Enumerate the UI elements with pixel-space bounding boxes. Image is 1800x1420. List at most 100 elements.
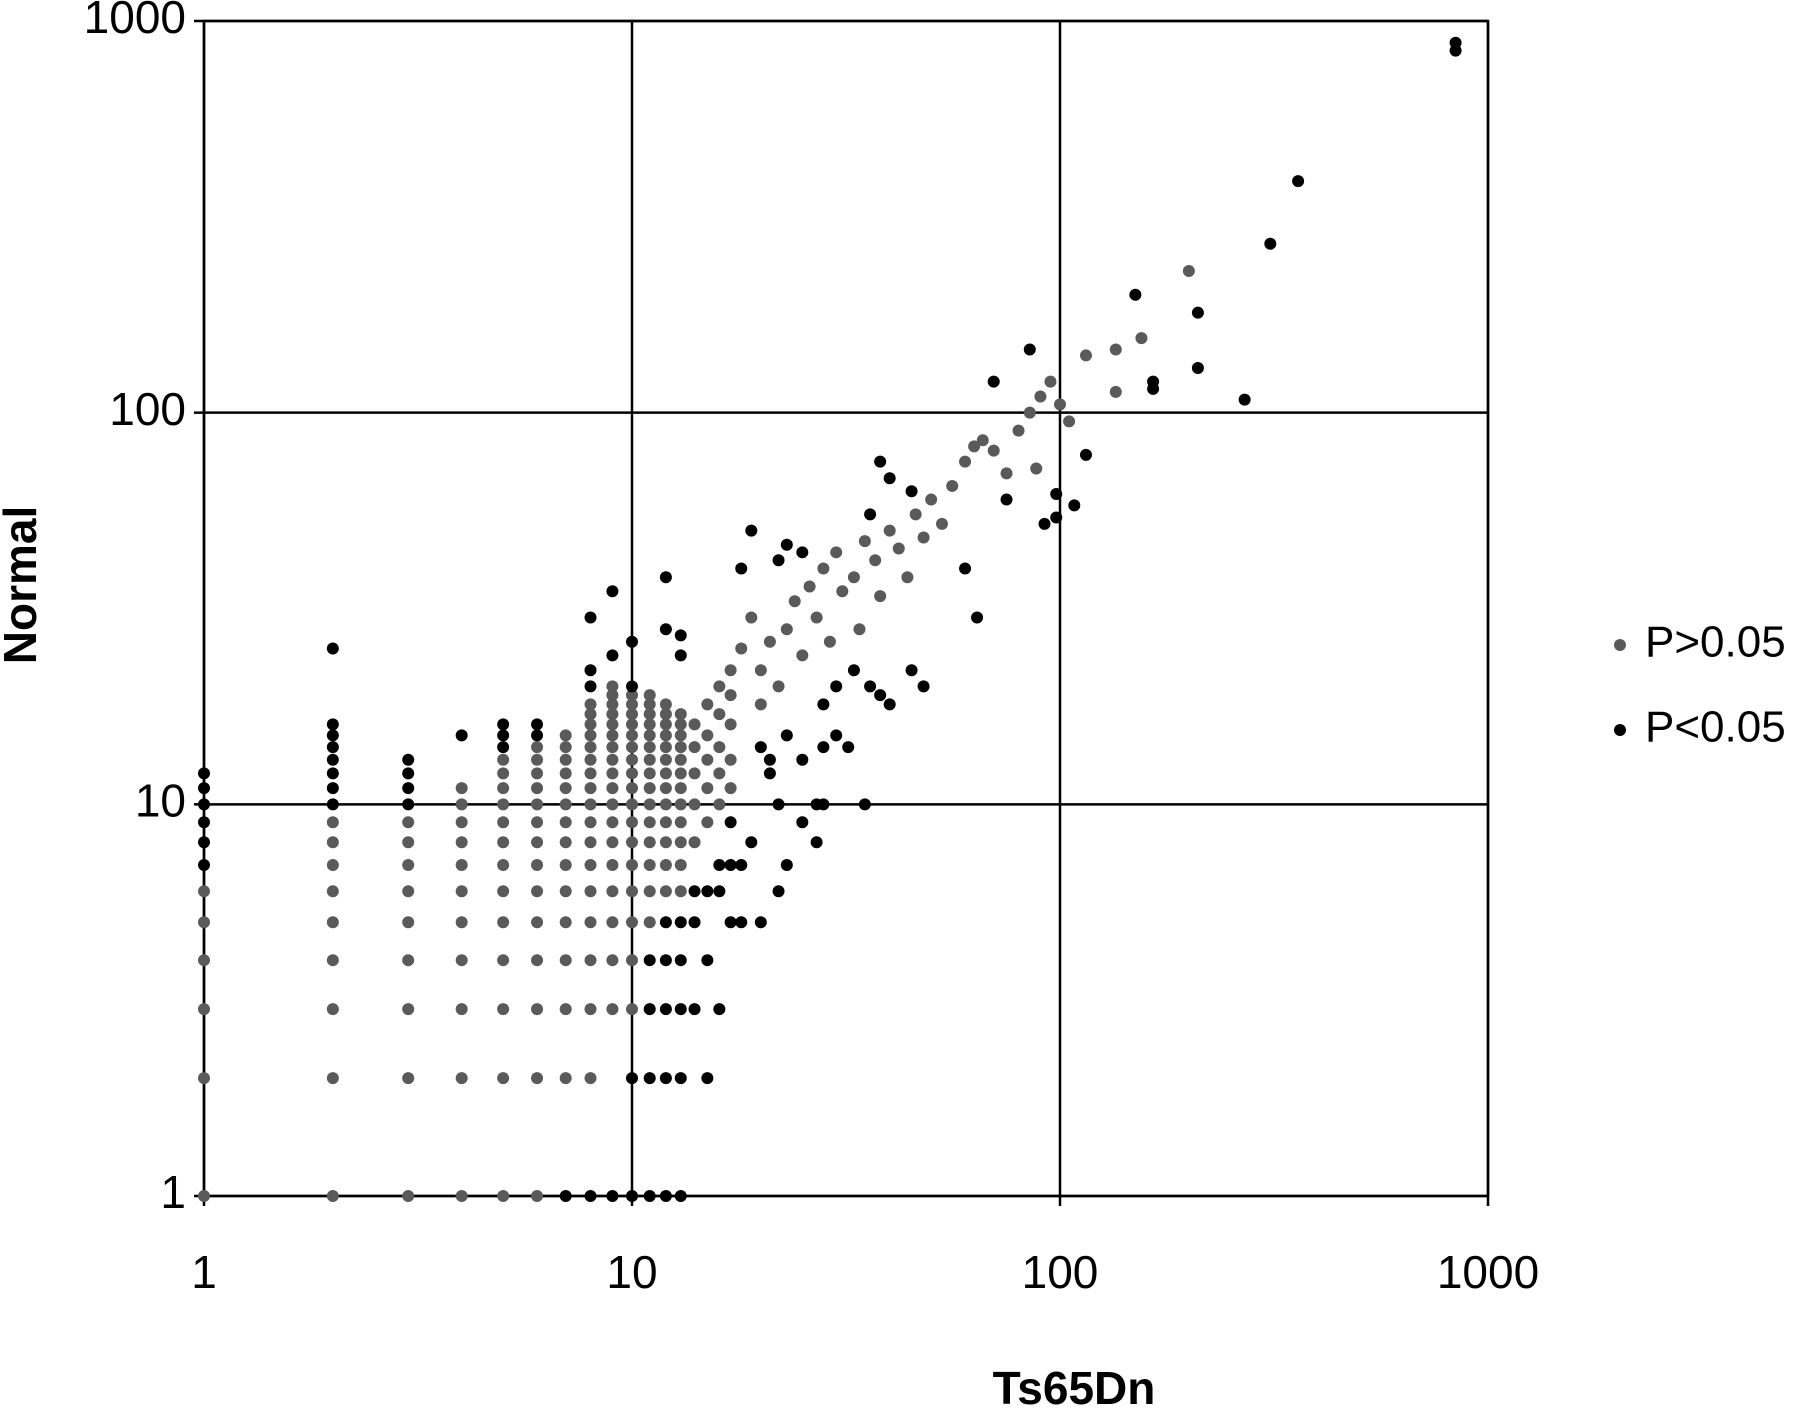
point — [1191, 306, 1204, 319]
point — [455, 954, 468, 967]
point — [643, 1072, 656, 1085]
point — [626, 698, 638, 711]
point — [1079, 448, 1092, 461]
point — [626, 1190, 638, 1202]
point — [659, 729, 672, 742]
x-tick-label: 1 — [191, 1246, 217, 1298]
point — [497, 741, 510, 754]
point — [402, 798, 415, 811]
point — [1054, 398, 1066, 411]
point — [626, 859, 638, 872]
point — [497, 1072, 510, 1085]
point — [559, 798, 572, 811]
point — [626, 1072, 638, 1085]
point — [959, 562, 972, 575]
point — [1000, 467, 1013, 480]
point — [606, 767, 619, 780]
point — [968, 440, 981, 453]
y-tick-label: 1 — [160, 1166, 186, 1218]
point — [905, 664, 918, 677]
point — [198, 885, 210, 898]
point — [402, 954, 415, 967]
point — [584, 718, 597, 731]
point — [626, 836, 638, 849]
point — [643, 718, 656, 731]
point — [847, 571, 860, 584]
point — [606, 798, 619, 811]
plot-area — [202, 19, 1490, 1198]
point — [402, 1190, 415, 1202]
point — [735, 859, 748, 872]
point — [606, 954, 619, 967]
point — [559, 836, 572, 849]
point — [326, 1003, 339, 1016]
point — [659, 1072, 672, 1085]
point — [497, 954, 510, 967]
point — [402, 1072, 415, 1085]
point — [817, 741, 830, 754]
point — [584, 611, 597, 624]
point — [531, 782, 544, 795]
y-tick-label: 10 — [135, 774, 186, 826]
point — [713, 708, 726, 721]
point — [643, 916, 656, 929]
point — [643, 698, 656, 711]
point — [455, 816, 468, 829]
point — [626, 708, 638, 721]
point — [674, 1072, 687, 1085]
point — [643, 885, 656, 898]
point — [531, 798, 544, 811]
point — [796, 816, 809, 829]
point — [559, 1072, 572, 1085]
point — [883, 698, 896, 711]
point — [559, 767, 572, 780]
point — [780, 729, 793, 742]
point — [606, 782, 619, 795]
point — [326, 741, 339, 754]
point — [198, 1072, 210, 1085]
point — [198, 782, 210, 795]
point — [745, 836, 758, 849]
point — [674, 718, 687, 731]
point — [606, 836, 619, 849]
point — [643, 954, 656, 967]
point — [674, 753, 687, 766]
point — [326, 859, 339, 872]
point — [326, 954, 339, 967]
point — [531, 729, 544, 742]
point — [1000, 493, 1013, 506]
point — [780, 859, 793, 872]
point — [584, 729, 597, 742]
point — [674, 649, 687, 662]
point — [674, 816, 687, 829]
point — [713, 741, 726, 754]
point — [659, 836, 672, 849]
point — [497, 885, 510, 898]
point — [497, 836, 510, 849]
point — [531, 741, 544, 754]
point — [326, 1190, 339, 1202]
point — [402, 782, 415, 795]
legend-label: P<0.05 — [1645, 703, 1786, 752]
point — [674, 859, 687, 872]
point — [402, 816, 415, 829]
point — [987, 375, 1000, 388]
point — [559, 885, 572, 898]
point — [326, 916, 339, 929]
point — [701, 954, 714, 967]
point — [606, 689, 619, 702]
point — [402, 753, 415, 766]
point — [763, 753, 776, 766]
point — [606, 698, 619, 711]
point — [836, 585, 849, 598]
point — [917, 680, 930, 693]
point — [326, 642, 339, 655]
point — [198, 836, 210, 849]
point — [830, 680, 843, 693]
point — [455, 916, 468, 929]
point — [643, 782, 656, 795]
point — [584, 698, 597, 711]
point — [606, 680, 619, 693]
point — [1050, 511, 1063, 524]
point — [674, 916, 687, 929]
